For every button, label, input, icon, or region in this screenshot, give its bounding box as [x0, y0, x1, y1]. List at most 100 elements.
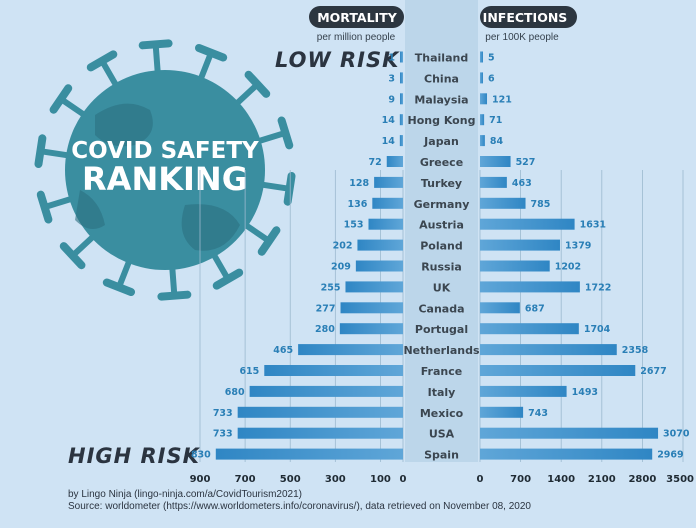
- country-label: Greece: [420, 156, 463, 169]
- mortality-value-label: 830: [191, 450, 211, 461]
- mortality-value-label: 465: [273, 345, 293, 356]
- infections-value-label: 785: [531, 199, 551, 210]
- mortality-bar: [374, 176, 403, 188]
- infections-value-label: 71: [489, 115, 502, 126]
- infections-bar: [480, 385, 567, 397]
- mortality-bar: [400, 51, 403, 63]
- mortality-bar: [399, 114, 403, 126]
- infections-value-label: 527: [516, 157, 536, 168]
- mortality-bar: [215, 448, 403, 460]
- footer-credit: by Lingo Ninja (lingo-ninja.com/a/CovidT…: [68, 489, 302, 500]
- country-label: China: [424, 72, 459, 85]
- infections-bar: [480, 114, 485, 126]
- mortality-header-title: MORTALITY: [317, 10, 398, 25]
- infections-bar: [480, 448, 653, 460]
- country-label: Canada: [418, 302, 464, 315]
- infections-value-label: 1202: [555, 262, 581, 273]
- mortality-header-subtitle: per million people: [317, 32, 396, 43]
- country-label: Malaysia: [414, 93, 468, 106]
- infections-bar: [480, 156, 511, 167]
- country-label: Russia: [421, 261, 462, 274]
- infections-bar: [480, 176, 507, 188]
- infections-value-label: 6: [488, 73, 495, 84]
- country-label: Germany: [414, 198, 470, 211]
- mortality-value-label: 615: [239, 366, 259, 377]
- mortality-bar: [298, 344, 403, 356]
- mortality-bar: [340, 302, 403, 314]
- country-label: UK: [433, 281, 451, 294]
- mortality-bar: [368, 218, 403, 230]
- mortality-bar: [357, 239, 403, 251]
- virus-icon: [34, 39, 296, 301]
- mortality-bar: [345, 281, 403, 293]
- infections-value-label: 84: [490, 136, 504, 147]
- infections-bar: [480, 197, 526, 209]
- infections-bar: [480, 51, 483, 63]
- country-label: Mexico: [420, 407, 464, 420]
- country-label: Portugal: [415, 323, 468, 336]
- infections-value-label: 3070: [663, 429, 690, 440]
- infections-tick-label: 1400: [547, 474, 575, 485]
- footer-source: Source: worldometer (https://www.worldom…: [68, 501, 531, 512]
- infections-header-subtitle: per 100K people: [485, 32, 559, 43]
- infections-bar: [480, 344, 617, 356]
- country-label: Italy: [428, 386, 456, 399]
- infections-bar: [480, 72, 483, 84]
- country-label: Austria: [419, 219, 464, 232]
- infections-value-label: 121: [492, 94, 512, 105]
- bars-group: Thailand 1 5 China 3 6 Malaysia 9 121 Hong Kong 14…: [191, 51, 690, 462]
- infections-value-label: 1704: [584, 324, 611, 335]
- mortality-tick-label: 300: [325, 474, 346, 485]
- infections-tick-label: 0: [477, 474, 484, 485]
- mortality-bar: [372, 197, 403, 209]
- country-label: Turkey: [421, 177, 462, 190]
- infections-bar: [480, 218, 575, 230]
- mortality-bar: [400, 93, 403, 105]
- mortality-value-label: 280: [315, 324, 335, 335]
- mortality-tick-label: 0: [400, 474, 407, 485]
- mortality-bar: [399, 135, 403, 147]
- infections-bar: [480, 260, 550, 272]
- infections-value-label: 5: [488, 53, 495, 64]
- mortality-bar: [237, 427, 403, 439]
- mortality-bar: [237, 406, 403, 418]
- mortality-value-label: 153: [344, 220, 364, 231]
- high-risk-label: HIGH RISK: [68, 444, 201, 468]
- infections-value-label: 687: [525, 303, 545, 314]
- infections-value-label: 1631: [580, 220, 606, 231]
- infections-bar: [480, 281, 580, 293]
- infections-bar: [480, 365, 636, 376]
- mortality-value-label: 1: [388, 53, 395, 64]
- mortality-bar: [249, 385, 403, 397]
- infections-bar: [480, 427, 659, 439]
- infections-value-label: 1722: [585, 282, 611, 293]
- mortality-value-label: 72: [369, 157, 382, 168]
- country-label: Spain: [424, 449, 459, 462]
- mortality-value-label: 128: [349, 178, 369, 189]
- mortality-value-label: 680: [225, 387, 245, 398]
- country-label: Japan: [423, 135, 459, 148]
- mortality-bar: [264, 365, 403, 376]
- mortality-value-label: 733: [213, 429, 233, 440]
- infections-tick-label: 700: [510, 474, 531, 485]
- mortality-bar: [355, 260, 403, 272]
- mortality-value-label: 14: [382, 115, 396, 126]
- mortality-value-label: 255: [321, 282, 341, 293]
- infections-value-label: 1493: [572, 387, 598, 398]
- country-column-band: [405, 0, 478, 462]
- infections-tick-label: 3500: [666, 474, 694, 485]
- country-label: Hong Kong: [408, 114, 476, 127]
- mortality-value-label: 277: [316, 303, 336, 314]
- infections-bar: [480, 406, 524, 418]
- infections-value-label: 463: [512, 178, 532, 189]
- mortality-tick-label: 900: [190, 474, 211, 485]
- mortality-value-label: 3: [388, 73, 395, 84]
- country-label: France: [421, 365, 462, 378]
- mortality-tick-label: 100: [370, 474, 391, 485]
- country-label: Poland: [420, 240, 463, 253]
- mortality-value-label: 209: [331, 262, 351, 273]
- mortality-bar: [400, 72, 403, 84]
- mortality-tick-label: 700: [235, 474, 256, 485]
- mortality-value-label: 136: [347, 199, 367, 210]
